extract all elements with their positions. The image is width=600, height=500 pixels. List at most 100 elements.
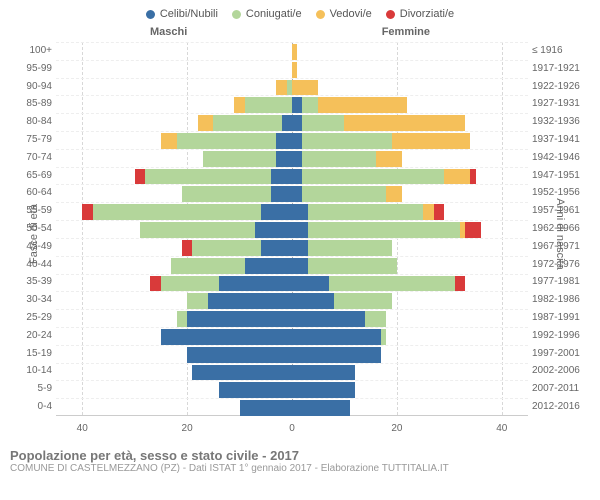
legend-dot-icon: [386, 10, 395, 19]
age-label: 10-14: [6, 365, 52, 376]
bar-segment: [292, 222, 308, 238]
birth-year-label: 1982-1986: [532, 294, 594, 305]
bar-segment: [302, 133, 391, 149]
female-bar: [292, 293, 392, 309]
legend-dot-icon: [146, 10, 155, 19]
bar-segment: [334, 293, 392, 309]
age-label: 85-89: [6, 98, 52, 109]
bar-segment: [276, 133, 292, 149]
bar-segment: [292, 240, 308, 256]
male-bar: [150, 276, 292, 292]
age-label: 75-79: [6, 134, 52, 145]
age-row: [56, 95, 528, 114]
bar-segment: [276, 151, 292, 167]
female-bar: [292, 240, 392, 256]
age-row: [56, 184, 528, 203]
bar-segment: [292, 329, 381, 345]
bar-segment: [192, 240, 260, 256]
age-row: [56, 202, 528, 221]
bar-segment: [245, 97, 292, 113]
footer: Popolazione per età, sesso e stato civil…: [0, 444, 600, 474]
bar-segment: [261, 204, 292, 220]
female-bar: [292, 329, 386, 345]
bar-segment: [302, 169, 444, 185]
bar-segment: [318, 97, 407, 113]
age-row: [56, 60, 528, 79]
bar-segment: [292, 186, 302, 202]
age-label: 40-44: [6, 259, 52, 270]
bar-segment: [308, 204, 423, 220]
female-bar: [292, 222, 481, 238]
male-bar: [198, 115, 292, 131]
age-label: 20-24: [6, 330, 52, 341]
bar-segment: [292, 311, 365, 327]
bar-segment: [292, 151, 302, 167]
age-label: 60-64: [6, 187, 52, 198]
bar-segment: [82, 204, 92, 220]
bar-segment: [271, 169, 292, 185]
male-bar: [177, 311, 292, 327]
bar-segment: [182, 240, 192, 256]
male-bar: [219, 382, 292, 398]
legend-label: Coniugati/e: [246, 8, 302, 20]
birth-year-label: 1917-1921: [532, 63, 594, 74]
birth-year-label: 1987-1991: [532, 312, 594, 323]
male-bar: [135, 169, 292, 185]
bar-segment: [192, 365, 292, 381]
bar-segment: [444, 169, 470, 185]
bar-segment: [308, 240, 392, 256]
bar-segment: [150, 276, 160, 292]
age-label: 50-54: [6, 223, 52, 234]
x-tick-label: 20: [182, 423, 193, 434]
female-header: Femmine: [382, 26, 430, 38]
bar-segment: [392, 133, 471, 149]
age-row: [56, 380, 528, 399]
age-label: 15-19: [6, 348, 52, 359]
legend-label: Celibi/Nubili: [160, 8, 218, 20]
male-bar: [182, 240, 292, 256]
bar-segment: [261, 240, 292, 256]
bar-segment: [434, 204, 444, 220]
female-bar: [292, 204, 444, 220]
legend-item: Celibi/Nubili: [146, 8, 218, 20]
birth-year-label: 1967-1971: [532, 241, 594, 252]
age-row: [56, 113, 528, 132]
legend-label: Divorziati/e: [400, 8, 454, 20]
birth-year-label: 1922-1926: [532, 81, 594, 92]
bar-segment: [344, 115, 465, 131]
age-label: 25-29: [6, 312, 52, 323]
male-bar: [161, 133, 292, 149]
female-bar: [292, 382, 355, 398]
birth-year-label: 1932-1936: [532, 116, 594, 127]
birth-year-label: 1972-1976: [532, 259, 594, 270]
bar-segment: [198, 115, 214, 131]
legend-item: Coniugati/e: [232, 8, 302, 20]
legend-item: Vedovi/e: [316, 8, 372, 20]
age-label: 35-39: [6, 276, 52, 287]
bar-segment: [292, 62, 297, 78]
bar-segment: [208, 293, 292, 309]
bar-segment: [177, 133, 277, 149]
male-bar: [192, 365, 292, 381]
bar-segment: [171, 258, 244, 274]
bar-segment: [219, 276, 292, 292]
female-bar: [292, 151, 402, 167]
bar-segment: [255, 222, 292, 238]
female-bar: [292, 169, 476, 185]
bar-segment: [187, 347, 292, 363]
bar-segment: [292, 115, 302, 131]
age-row: [56, 42, 528, 61]
birth-year-label: 1942-1946: [532, 152, 594, 163]
age-label: 5-9: [6, 383, 52, 394]
male-bar: [82, 204, 292, 220]
chart-subtitle: COMUNE DI CASTELMEZZANO (PZ) - Dati ISTA…: [10, 463, 590, 474]
bar-segment: [386, 186, 402, 202]
age-row: [56, 309, 528, 328]
age-row: [56, 167, 528, 186]
bar-segment: [219, 382, 292, 398]
age-label: 100+: [6, 45, 52, 56]
bar-segment: [292, 97, 302, 113]
age-row: [56, 149, 528, 168]
female-bar: [292, 115, 465, 131]
birth-year-label: 1992-1996: [532, 330, 594, 341]
